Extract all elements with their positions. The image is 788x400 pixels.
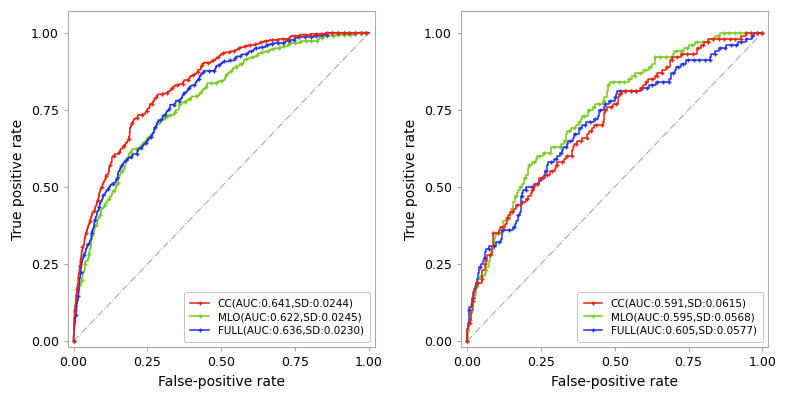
Y-axis label: True positive rate: True positive rate (404, 119, 418, 240)
Y-axis label: True positive rate: True positive rate (11, 119, 25, 240)
Legend: CC(AUC:0.641,SD:0.0244), MLO(AUC:0.622,SD:0.0245), FULL(AUC:0.636,SD:0.0230): CC(AUC:0.641,SD:0.0244), MLO(AUC:0.622,S… (184, 292, 370, 342)
Legend: CC(AUC:0.591,SD:0.0615), MLO(AUC:0.595,SD:0.0568), FULL(AUC:0.605,SD:0.0577): CC(AUC:0.591,SD:0.0615), MLO(AUC:0.595,S… (578, 292, 763, 342)
X-axis label: False-positive rate: False-positive rate (551, 375, 678, 389)
X-axis label: False-positive rate: False-positive rate (158, 375, 284, 389)
